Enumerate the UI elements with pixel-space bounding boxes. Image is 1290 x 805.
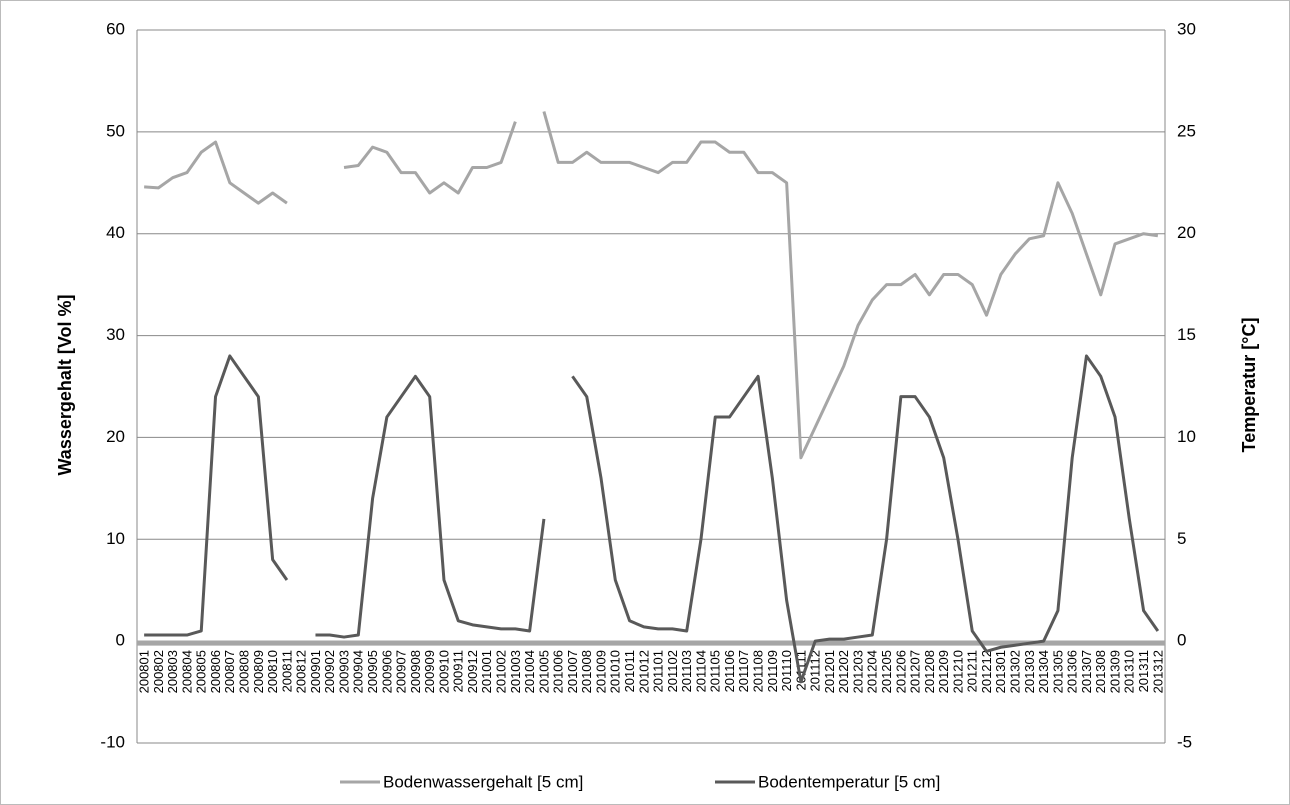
x-tick-label: 201106 [722,650,737,692]
x-tick-label: 201008 [579,650,594,693]
x-tick-label: 200811 [279,650,294,692]
y2-tick-label: 5 [1177,529,1186,548]
y-tick-label: 50 [106,121,125,140]
data-line [571,354,1160,684]
y-tick-label: 60 [106,19,125,38]
y2-tick-label: -5 [1177,732,1192,751]
x-tick-label: 201009 [593,650,608,693]
x-tick-label: 200908 [408,650,423,693]
x-tick-label: 201001 [479,650,494,693]
x-tick-label: 201312 [1150,650,1165,693]
y2-tick-label: 0 [1177,631,1186,650]
y2-tick-label: 20 [1177,223,1196,242]
x-tick-label: 201004 [522,650,537,693]
x-tick-label: 201003 [508,650,523,693]
x-tick-label: 200904 [351,650,366,693]
y2-tick-label: 25 [1177,121,1196,140]
x-tick-label: 201209 [936,650,951,693]
x-tick-label: 201311 [1136,650,1151,692]
x-tick-label: 201201 [822,650,837,693]
x-tick-label: 201202 [836,650,851,693]
x-tick-label: 200902 [322,650,337,693]
x-tick-label: 201302 [1008,650,1023,693]
x-tick-label: 201207 [908,650,923,693]
x-tick-label: 201203 [850,650,865,693]
y-tick-label: 10 [106,529,125,548]
x-tick-label: 201110 [779,650,794,691]
y-tick-label: 30 [106,325,125,344]
x-tick-label: 200909 [422,650,437,693]
x-tick-label: 201211 [965,650,980,692]
x-tick-label: 200803 [165,650,180,693]
y-tick-label: 20 [106,427,125,446]
x-tick-label: 200809 [251,650,266,693]
x-tick-label: 201309 [1107,650,1122,693]
x-tick-label: 201303 [1022,650,1037,693]
data-line [343,121,517,195]
x-tick-label: 201010 [608,650,623,693]
x-tick-label: 201112 [808,650,823,691]
x-tick-label: 201006 [551,650,566,693]
x-tick-label: 200906 [379,650,394,693]
x-tick-label: 200806 [208,650,223,693]
x-tick-label: 201109 [765,650,780,692]
x-tick-label: 201005 [536,650,551,693]
x-tick-label: 200907 [394,650,409,693]
x-tick-label: 201007 [565,650,580,693]
x-tick-label: 200911 [451,650,466,692]
x-tick-label: 200910 [436,650,451,693]
x-tick-label: 201310 [1122,650,1137,693]
x-tick-label: 200810 [265,650,280,693]
x-tick-label: 200905 [365,650,380,693]
x-tick-label: 201102 [665,650,680,692]
x-tick-label: 200801 [137,650,152,693]
x-tick-label: 201301 [993,650,1008,693]
x-tick-label: 200903 [336,650,351,693]
y-tick-label: 0 [116,631,125,650]
x-tick-label: 200912 [465,650,480,693]
data-line [542,111,1159,460]
y2-tick-label: 15 [1177,325,1196,344]
x-tick-label: 201108 [751,650,766,692]
x-tick-label: 200802 [151,650,166,693]
x-tick-label: 201212 [979,650,994,693]
x-tick-label: 201101 [651,650,666,692]
x-tick-label: 200812 [294,650,309,693]
x-tick-label: 201308 [1093,650,1108,693]
x-tick-label: 201205 [879,650,894,693]
y2-axis-title: Temperatur [°C] [1239,318,1259,453]
x-tick-label: 201208 [922,650,937,693]
y-tick-label: 40 [106,223,125,242]
x-tick-label: 200901 [308,650,323,693]
x-tick-label: 200804 [179,650,194,693]
x-tick-label: 201304 [1036,650,1051,693]
x-tick-label: 201104 [693,650,708,692]
legend-label: Bodenwassergehalt [5 cm] [383,772,583,791]
x-tick-label: 201204 [865,650,880,693]
x-tick-label: 201307 [1079,650,1094,693]
data-line [144,354,289,637]
x-tick-label: 201210 [950,650,965,693]
x-tick-label: 201107 [736,650,751,692]
data-line [315,374,546,639]
x-tick-label: 201011 [622,650,637,692]
x-tick-label: 200805 [194,650,209,693]
x-tick-label: 200807 [222,650,237,693]
y2-tick-label: 30 [1177,19,1196,38]
x-tick-label: 201305 [1050,650,1065,693]
x-tick-label: 201206 [893,650,908,693]
x-tick-label: 201306 [1065,650,1080,693]
x-tick-label: 200808 [237,650,252,693]
x-tick-label: 201103 [679,650,694,692]
y-tick-label: -10 [100,732,125,751]
y2-tick-label: 10 [1177,427,1196,446]
x-tick-label: 201002 [494,650,509,693]
data-line [144,140,288,205]
y-axis-title: Wassergehalt [Vol %] [55,294,75,475]
x-tick-label: 201105 [708,650,723,692]
legend-label: Bodentemperatur [5 cm] [758,772,940,791]
x-tick-label: 201012 [636,650,651,693]
